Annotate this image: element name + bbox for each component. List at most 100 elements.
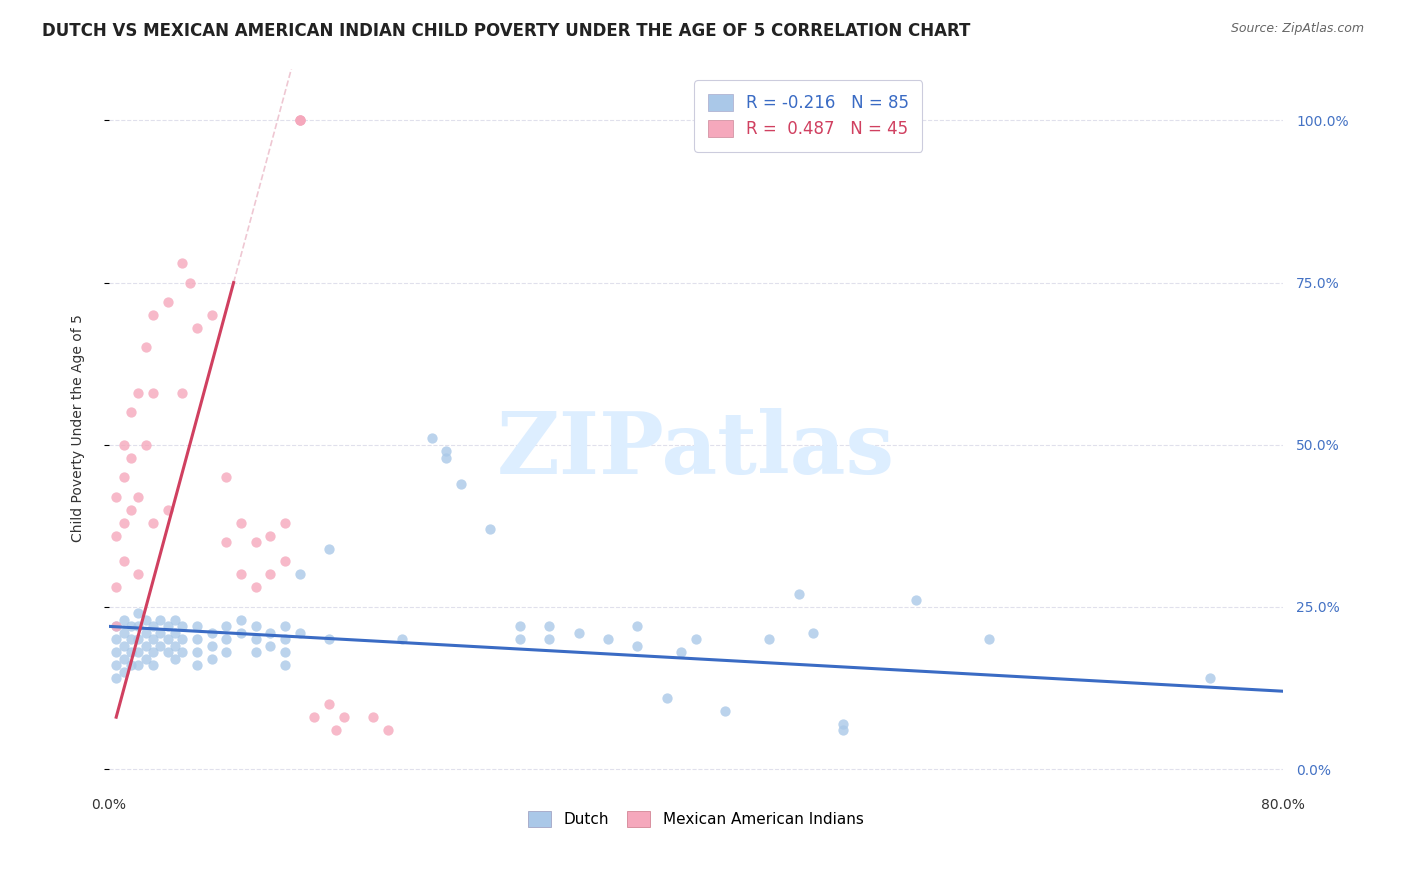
- Point: [332, 710, 354, 724]
- Point: [135, 639, 157, 653]
- Point: [127, 645, 149, 659]
- Point: [596, 632, 619, 647]
- Point: [135, 625, 157, 640]
- Point: [979, 632, 1001, 647]
- Point: [105, 619, 128, 633]
- Point: [105, 528, 128, 542]
- Point: [229, 625, 252, 640]
- Point: [200, 625, 222, 640]
- Point: [274, 658, 297, 673]
- Point: [318, 697, 340, 711]
- Y-axis label: Child Poverty Under the Age of 5: Child Poverty Under the Age of 5: [72, 315, 86, 542]
- Point: [179, 276, 201, 290]
- Point: [186, 632, 208, 647]
- Point: [105, 645, 128, 659]
- Point: [149, 625, 172, 640]
- Point: [142, 632, 165, 647]
- Point: [105, 671, 128, 685]
- Point: [186, 619, 208, 633]
- Point: [304, 710, 326, 724]
- Point: [156, 502, 179, 516]
- Point: [377, 723, 399, 738]
- Point: [186, 645, 208, 659]
- Point: [905, 593, 928, 607]
- Point: [229, 516, 252, 530]
- Point: [318, 541, 340, 556]
- Point: [105, 619, 128, 633]
- Point: [274, 632, 297, 647]
- Point: [127, 607, 149, 621]
- Point: [274, 554, 297, 568]
- Point: [163, 652, 186, 666]
- Point: [120, 405, 142, 419]
- Point: [509, 632, 531, 647]
- Point: [127, 632, 149, 647]
- Point: [127, 567, 149, 582]
- Point: [1198, 671, 1220, 685]
- Point: [259, 567, 281, 582]
- Point: [142, 658, 165, 673]
- Point: [831, 716, 853, 731]
- Point: [714, 704, 737, 718]
- Point: [156, 619, 179, 633]
- Point: [120, 632, 142, 647]
- Point: [120, 619, 142, 633]
- Point: [215, 535, 238, 549]
- Point: [538, 619, 561, 633]
- Point: [156, 295, 179, 310]
- Point: [229, 613, 252, 627]
- Point: [135, 438, 157, 452]
- Point: [361, 710, 384, 724]
- Text: DUTCH VS MEXICAN AMERICAN INDIAN CHILD POVERTY UNDER THE AGE OF 5 CORRELATION CH: DUTCH VS MEXICAN AMERICAN INDIAN CHILD P…: [42, 22, 970, 40]
- Point: [288, 567, 311, 582]
- Text: Source: ZipAtlas.com: Source: ZipAtlas.com: [1230, 22, 1364, 36]
- Point: [229, 567, 252, 582]
- Point: [142, 385, 165, 400]
- Point: [450, 476, 472, 491]
- Point: [186, 658, 208, 673]
- Point: [112, 470, 135, 484]
- Point: [436, 450, 458, 465]
- Point: [105, 632, 128, 647]
- Point: [163, 625, 186, 640]
- Point: [112, 665, 135, 679]
- Point: [479, 522, 502, 536]
- Point: [671, 645, 693, 659]
- Point: [259, 625, 281, 640]
- Point: [135, 341, 157, 355]
- Point: [538, 632, 561, 647]
- Point: [274, 619, 297, 633]
- Point: [112, 625, 135, 640]
- Point: [142, 516, 165, 530]
- Point: [318, 632, 340, 647]
- Point: [156, 645, 179, 659]
- Point: [567, 625, 589, 640]
- Point: [288, 113, 311, 128]
- Point: [120, 502, 142, 516]
- Point: [172, 385, 194, 400]
- Point: [127, 490, 149, 504]
- Point: [259, 639, 281, 653]
- Point: [215, 470, 238, 484]
- Point: [112, 516, 135, 530]
- Point: [120, 658, 142, 673]
- Point: [135, 652, 157, 666]
- Point: [142, 619, 165, 633]
- Point: [801, 625, 824, 640]
- Point: [105, 658, 128, 673]
- Point: [325, 723, 347, 738]
- Point: [288, 113, 311, 128]
- Point: [391, 632, 413, 647]
- Text: ZIPatlas: ZIPatlas: [496, 409, 896, 492]
- Point: [215, 645, 238, 659]
- Point: [259, 528, 281, 542]
- Point: [758, 632, 780, 647]
- Point: [274, 516, 297, 530]
- Point: [215, 632, 238, 647]
- Point: [245, 645, 267, 659]
- Point: [626, 619, 648, 633]
- Point: [787, 587, 810, 601]
- Point: [135, 613, 157, 627]
- Point: [156, 632, 179, 647]
- Point: [127, 385, 149, 400]
